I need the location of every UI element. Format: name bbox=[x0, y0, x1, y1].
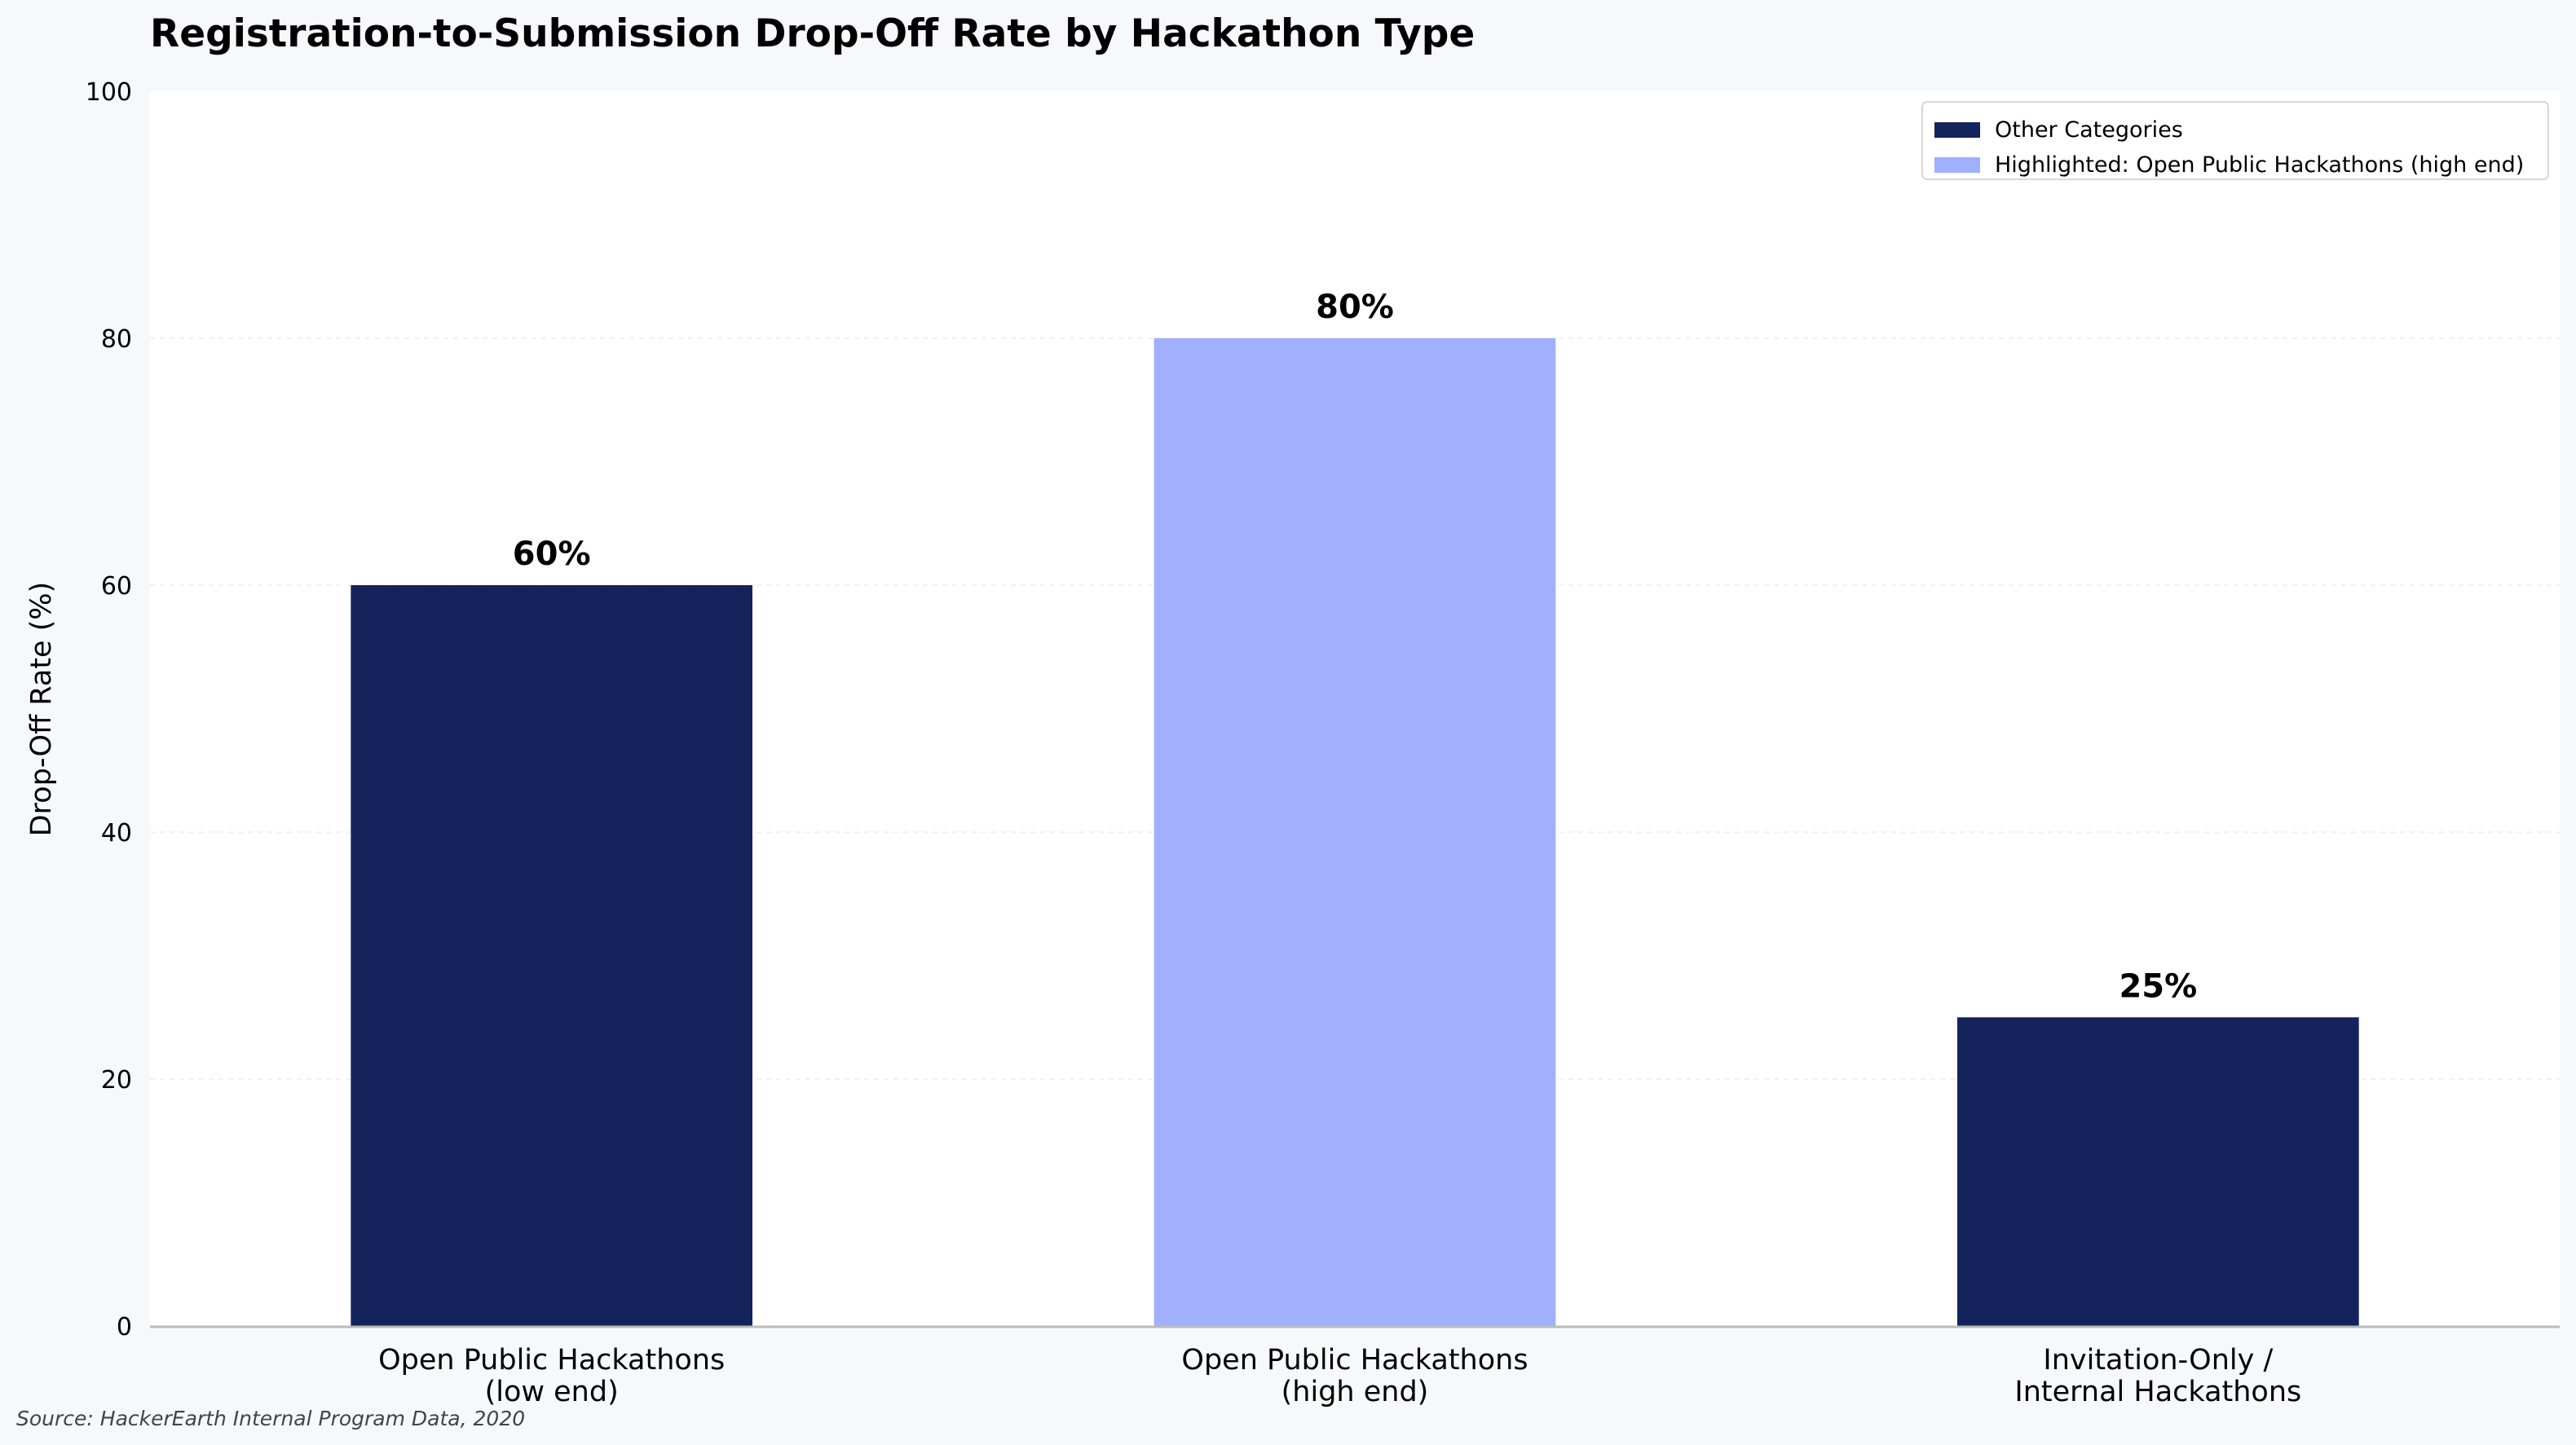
y-tick-label: 40 bbox=[101, 819, 132, 848]
bar bbox=[1957, 1017, 2359, 1326]
bar bbox=[351, 585, 752, 1326]
x-tick-label: Internal Hackathons bbox=[2014, 1376, 2301, 1408]
bar bbox=[1153, 338, 1556, 1326]
legend-label: Highlighted: Open Public Hackathons (hig… bbox=[1995, 152, 2524, 178]
bar-value-label: 60% bbox=[513, 535, 591, 573]
legend-swatch bbox=[1934, 122, 1980, 138]
y-tick-label: 60 bbox=[101, 572, 132, 601]
x-tick-label: (high end) bbox=[1281, 1376, 1429, 1408]
y-tick-label: 80 bbox=[101, 325, 132, 354]
bars bbox=[351, 338, 2359, 1326]
x-tick-label: Invitation-Only / bbox=[2043, 1344, 2273, 1377]
y-axis-ticks: 0 20 40 60 80 100 bbox=[86, 78, 132, 1341]
y-axis-label: Drop-Off Rate (%) bbox=[25, 582, 58, 837]
legend: Other Categories Highlighted: Open Public… bbox=[1921, 101, 2549, 180]
bar-value-label: 25% bbox=[2119, 967, 2197, 1005]
y-tick-label: 100 bbox=[86, 78, 132, 107]
chart-title: Registration-to-Submission Drop-Off Rate… bbox=[150, 11, 1475, 56]
y-tick-label: 0 bbox=[117, 1313, 132, 1341]
bar-value-label: 80% bbox=[1316, 289, 1394, 326]
legend-swatch bbox=[1934, 157, 1980, 173]
x-axis-ticks: Open Public Hackathons(low end)Open Publ… bbox=[378, 1344, 2301, 1408]
legend-label: Other Categories bbox=[1995, 117, 2183, 143]
value-labels: 60% 80% 25% bbox=[513, 289, 2197, 1005]
x-tick-label: Open Public Hackathons bbox=[1181, 1344, 1528, 1377]
source-note: Source: HackerEarth Internal Program Dat… bbox=[16, 1407, 525, 1430]
y-tick-label: 20 bbox=[101, 1066, 132, 1095]
x-tick-label: (low end) bbox=[485, 1376, 619, 1408]
legend-box bbox=[1921, 101, 2549, 180]
x-tick-label: Open Public Hackathons bbox=[378, 1344, 725, 1377]
